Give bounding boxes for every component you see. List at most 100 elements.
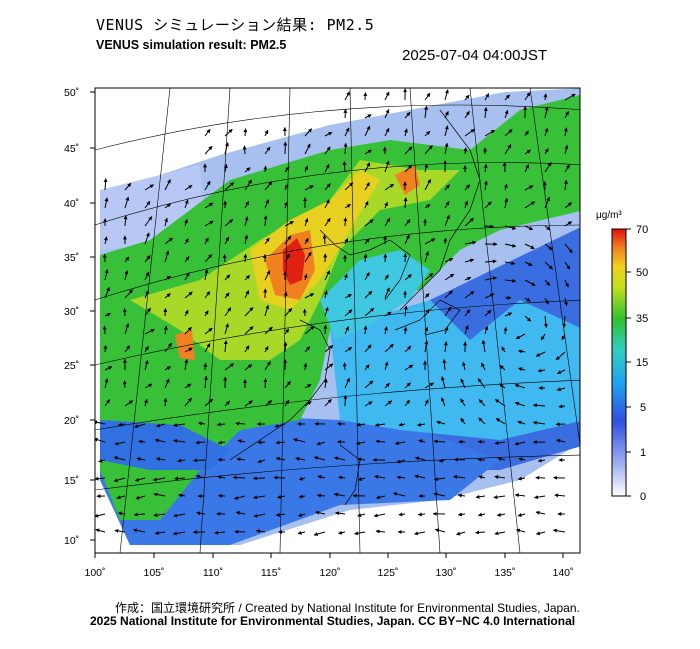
wind-arrow <box>324 306 329 317</box>
wind-arrow <box>442 359 447 371</box>
wind-arrow <box>234 495 246 500</box>
wind-arrow <box>384 127 390 137</box>
wind-arrow <box>484 276 497 281</box>
wind-arrow <box>235 510 246 515</box>
wind-arrow <box>117 511 126 516</box>
wind-arrow <box>324 199 330 209</box>
wind-arrow <box>178 493 186 498</box>
wind-arrow <box>354 531 366 536</box>
wind-arrow <box>204 269 209 281</box>
wind-arrow <box>564 243 573 254</box>
wind-arrow <box>544 243 553 251</box>
wind-arrow <box>324 399 332 407</box>
wind-arrow <box>344 309 353 317</box>
wind-arrow <box>164 293 171 299</box>
wind-arrow <box>524 164 530 173</box>
wind-arrow <box>357 477 366 481</box>
wind-arrow <box>103 236 108 245</box>
wind-arrow <box>283 291 288 299</box>
wind-arrow <box>384 201 388 209</box>
wind-arrow <box>384 91 390 101</box>
wind-arrow <box>264 237 270 245</box>
lat-label: 25˚ <box>64 360 79 372</box>
wind-arrow <box>373 513 386 518</box>
wind-arrow <box>124 270 129 281</box>
wind-arrow <box>518 457 526 462</box>
wind-arrow <box>244 364 253 371</box>
wind-arrow <box>264 181 273 191</box>
wind-arrow <box>464 325 469 335</box>
wind-arrow <box>104 399 111 407</box>
wind-arrow <box>283 341 288 353</box>
wind-arrow <box>274 423 286 428</box>
wind-arrow <box>195 440 206 445</box>
wind-arrow <box>104 197 109 209</box>
wind-arrow <box>196 511 206 516</box>
colorbar-ticks <box>626 228 631 497</box>
wind-arrow <box>297 513 306 517</box>
wind-arrow <box>324 217 331 227</box>
wind-arrow <box>144 184 154 191</box>
colorbar-unit: μg/m³ <box>596 210 622 221</box>
wind-arrow <box>534 495 546 500</box>
wind-arrow <box>104 286 110 299</box>
wind-arrow <box>344 127 350 137</box>
wind-arrow <box>460 417 466 425</box>
wind-arrow <box>224 292 230 299</box>
wind-arrow <box>404 146 413 155</box>
wind-arrow <box>237 439 246 444</box>
wind-arrow <box>404 382 411 389</box>
wind-arrow <box>504 312 513 317</box>
wind-arrow <box>144 383 153 389</box>
wind-arrow <box>252 476 266 481</box>
wind-arrow <box>275 456 286 461</box>
wind-arrow <box>264 270 271 281</box>
wind-arrow <box>343 217 348 227</box>
wind-arrow <box>496 512 506 517</box>
wind-arrow <box>394 441 406 446</box>
wind-arrow <box>484 309 492 317</box>
wind-arrow <box>218 440 226 445</box>
wind-arrow <box>103 178 108 191</box>
wind-arrow <box>517 476 526 481</box>
wind-arrow <box>184 272 190 281</box>
wind-arrow <box>284 235 292 245</box>
wind-arrow <box>444 110 449 119</box>
wind-arrow <box>224 219 234 227</box>
wind-arrow <box>464 94 470 101</box>
wind-arrow <box>364 182 370 191</box>
lon-label: 100˚ <box>84 567 105 579</box>
wind-arrow <box>504 225 517 230</box>
wind-arrow <box>464 200 469 209</box>
wind-arrow <box>464 240 477 245</box>
wind-arrow <box>298 476 306 481</box>
wind-arrow <box>113 477 126 483</box>
wind-arrow <box>481 362 486 371</box>
wind-arrow <box>418 439 426 444</box>
wind-arrow <box>444 184 450 191</box>
wind-arrow <box>304 128 313 137</box>
wind-arrow <box>273 475 286 480</box>
wind-arrow <box>304 293 315 299</box>
wind-arrow <box>144 345 149 353</box>
wind-arrow <box>464 110 470 119</box>
wind-arrow <box>204 180 211 191</box>
wind-arrow <box>404 345 412 353</box>
wind-arrow <box>556 387 566 392</box>
wind-arrow <box>224 182 235 191</box>
lon-label: 125˚ <box>377 567 398 579</box>
lat-label: 45˚ <box>64 143 79 155</box>
wind-arrow <box>384 343 394 353</box>
wind-arrow <box>275 512 286 517</box>
lat-label: 10˚ <box>64 535 79 547</box>
wind-arrow <box>535 351 546 357</box>
wind-arrow <box>244 290 250 299</box>
wind-arrow <box>424 293 430 299</box>
wind-arrow <box>404 399 411 407</box>
wind-arrow <box>164 217 169 227</box>
wind-arrow <box>104 378 109 389</box>
wind-arrow <box>263 165 268 173</box>
wind-arrow <box>562 315 567 329</box>
wind-arrow <box>441 397 446 407</box>
